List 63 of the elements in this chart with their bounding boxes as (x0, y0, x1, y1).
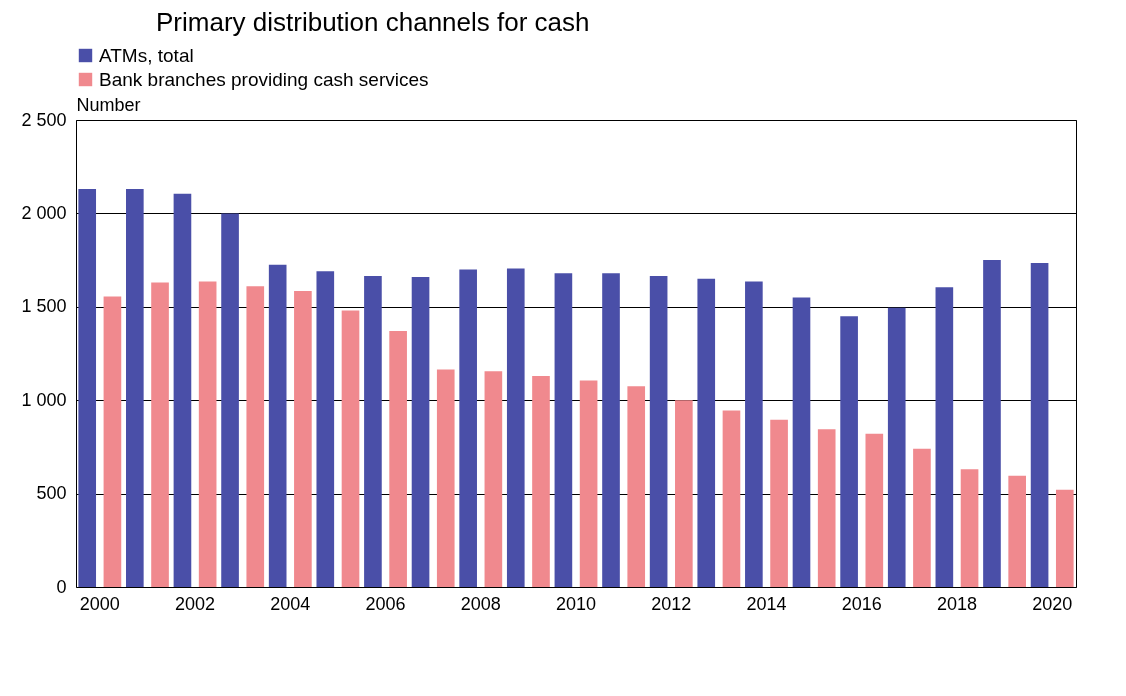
legend-label: ATMs, total (99, 44, 194, 66)
x-tick-label: 2016 (841, 593, 882, 614)
bar (294, 290, 312, 587)
bar (675, 400, 693, 587)
bar (935, 287, 954, 587)
bar (697, 278, 716, 587)
x-tick-label: 2008 (460, 593, 501, 614)
bar (103, 296, 122, 587)
bar (983, 260, 1001, 587)
bar (198, 281, 217, 587)
x-tick-label: 2020 (1032, 593, 1073, 614)
bar (1055, 489, 1074, 587)
bar (506, 268, 525, 587)
y-tick-label: 2 500 (21, 109, 67, 130)
bar (459, 269, 477, 587)
bar (602, 273, 620, 587)
bar (221, 213, 239, 587)
x-tick-label: 2002 (175, 593, 216, 614)
bar (817, 429, 836, 587)
y-tick-label: 2 000 (21, 202, 67, 223)
chart-title: Primary distribution channels for cash (156, 7, 590, 37)
bar (913, 448, 931, 587)
bar (268, 264, 287, 587)
bar (1008, 475, 1026, 587)
bar (246, 286, 265, 587)
bar (887, 307, 906, 587)
bar (411, 276, 430, 587)
bar (840, 316, 858, 587)
bar (865, 433, 884, 587)
bar (78, 189, 97, 587)
bar (389, 331, 407, 587)
bar (554, 273, 573, 587)
x-tick-label: 2012 (651, 593, 692, 614)
bar (151, 282, 169, 587)
x-tick-label: 2004 (270, 593, 311, 614)
bar (173, 193, 192, 587)
y-axis-title: Number (76, 94, 141, 115)
x-tick-label: 2000 (79, 593, 120, 614)
bar (649, 275, 668, 587)
bar (1030, 262, 1049, 587)
y-tick-label: 1 500 (21, 296, 67, 317)
bar (770, 419, 788, 587)
bar (341, 310, 360, 587)
bar (126, 189, 144, 587)
bar (364, 275, 382, 587)
x-tick-label: 2010 (555, 593, 597, 614)
x-tick-label: 2014 (746, 593, 787, 614)
x-tick-label: 2006 (365, 593, 406, 614)
bar (722, 410, 741, 587)
legend-label: Bank branches providing cash services (99, 68, 429, 90)
bar (316, 271, 335, 587)
y-tick-label: 0 (56, 576, 67, 597)
y-tick-label: 1 000 (21, 389, 67, 410)
bar (627, 386, 646, 587)
bar (532, 375, 550, 587)
bar (792, 297, 811, 587)
bar (960, 469, 979, 587)
bar (579, 380, 598, 587)
bar (745, 281, 763, 587)
bar (484, 371, 503, 587)
bar (436, 369, 455, 587)
x-tick-label: 2018 (936, 593, 977, 614)
y-tick-label: 500 (36, 483, 67, 504)
